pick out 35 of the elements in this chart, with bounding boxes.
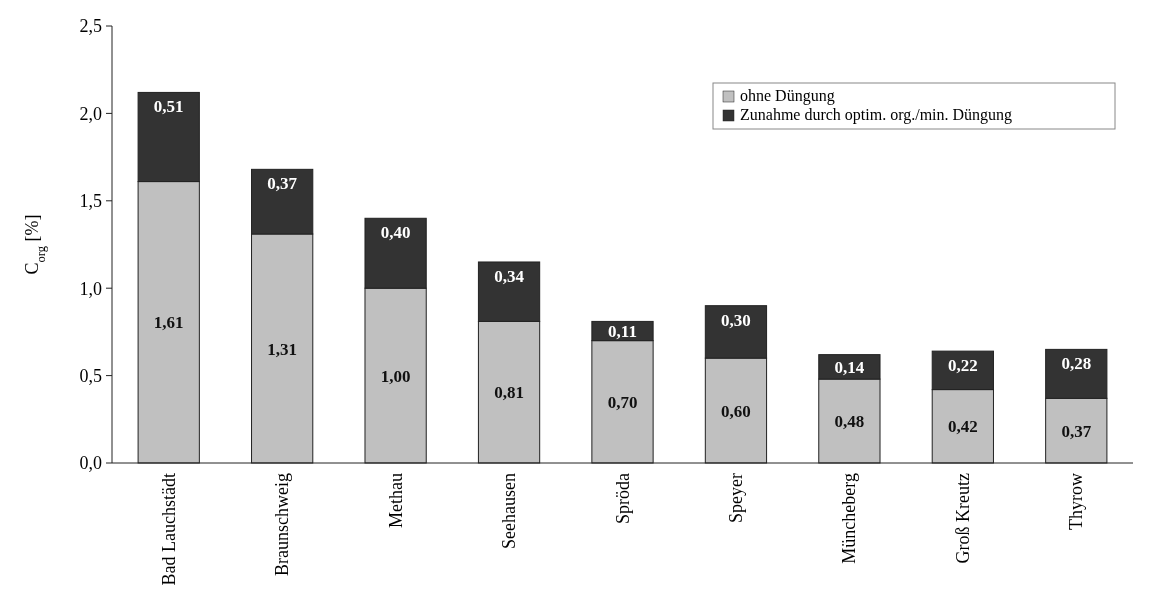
x-tick-label: Müncheberg — [839, 473, 860, 564]
data-label: 0,51 — [153, 97, 184, 117]
data-label: 0,28 — [1061, 354, 1092, 374]
x-tick-label: Methau — [385, 473, 406, 528]
data-label: 0,70 — [607, 392, 638, 412]
y-tick-label: 0,5 — [79, 365, 102, 386]
x-tick-label: Bad Lauchstädt — [158, 473, 179, 586]
data-label: 0,37 — [267, 174, 298, 194]
data-label: 1,31 — [267, 339, 298, 359]
data-label: 0,22 — [947, 356, 978, 376]
data-label: 0,14 — [834, 357, 865, 377]
y-tick-label: 2,5 — [79, 16, 102, 37]
x-tick-label: Spröda — [612, 473, 633, 524]
y-tick-label: 1,5 — [79, 191, 102, 212]
data-label: 1,00 — [380, 366, 411, 386]
x-tick-label: Speyer — [725, 473, 746, 523]
data-label: 1,61 — [153, 313, 184, 333]
legend-label: ohne Düngung — [740, 87, 835, 105]
data-label: 0,81 — [494, 383, 524, 403]
data-label: 0,48 — [834, 412, 865, 432]
data-label: 0,30 — [721, 310, 751, 330]
y-tick-label: 2,0 — [79, 103, 102, 124]
x-tick-label: Thyrow — [1066, 473, 1087, 530]
data-label: 0,42 — [947, 417, 978, 437]
x-tick-label: Braunschweig — [272, 473, 293, 576]
y-tick-label: 1,0 — [79, 278, 102, 299]
x-tick-label: Seehausen — [499, 473, 520, 549]
data-label: 0,40 — [380, 223, 411, 243]
data-label: 0,34 — [494, 266, 525, 286]
legend-label: Zunahme durch optim. org./min. Düngung — [740, 106, 1013, 124]
data-label: 0,11 — [608, 322, 637, 342]
data-label: 0,60 — [721, 401, 751, 421]
x-tick-label: Groß Kreutz — [952, 472, 973, 564]
data-label: 0,37 — [1061, 421, 1092, 441]
y-tick-label: 0,0 — [79, 453, 102, 474]
